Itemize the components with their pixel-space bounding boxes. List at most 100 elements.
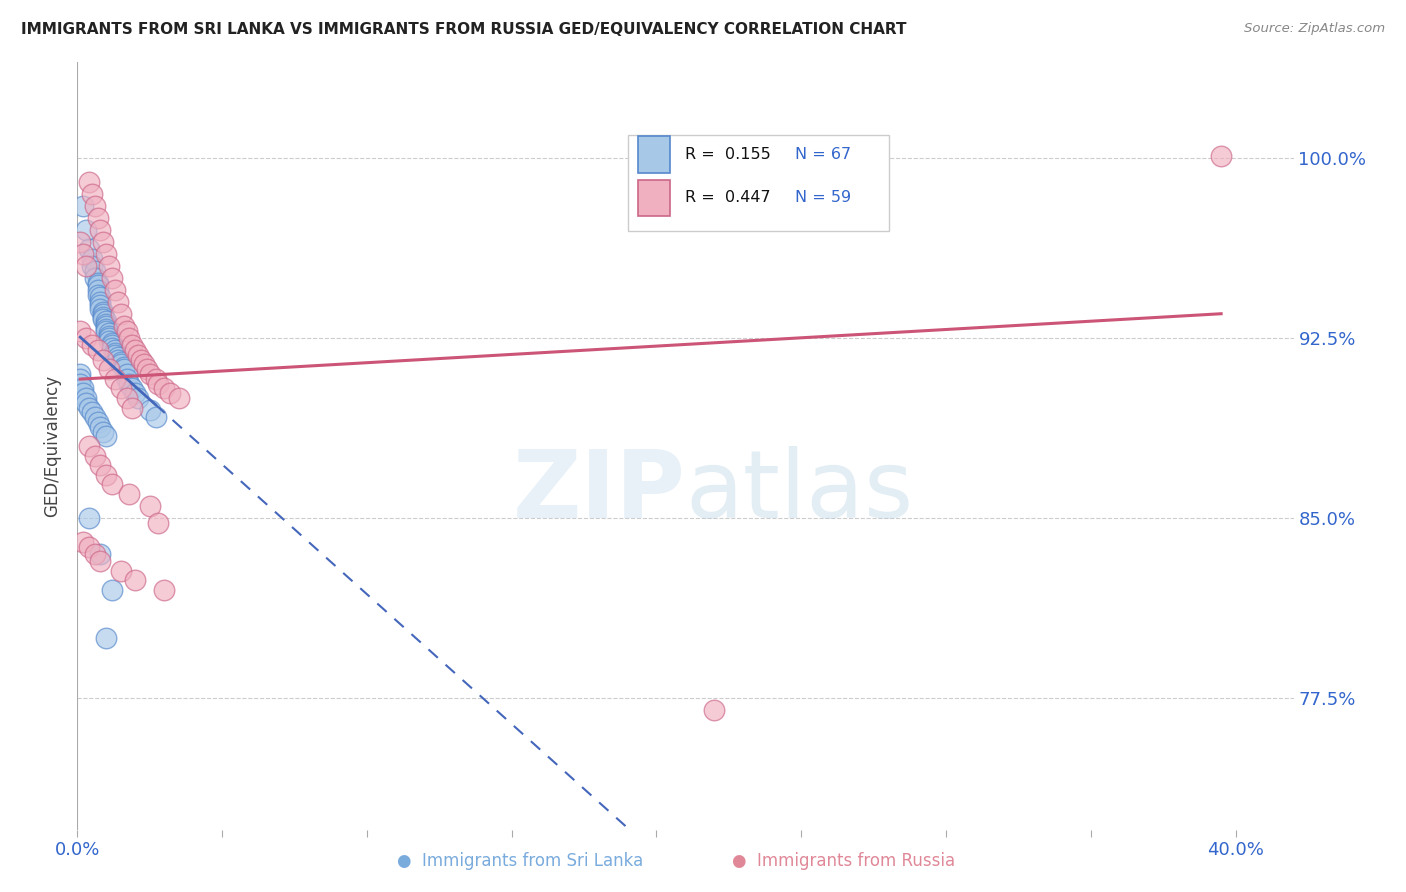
Point (115, 372, 138, 386)
Point (69, 324, 91, 338)
Text: ●  Immigrants from Sri Lanka: ● Immigrants from Sri Lanka (396, 852, 644, 870)
Point (96, 319, 118, 334)
Point (118, 376, 141, 391)
Text: N = 59: N = 59 (796, 191, 852, 205)
Point (98, 259, 121, 273)
Point (80, 187, 103, 202)
Point (115, 324, 138, 338)
Point (83, 449, 105, 463)
Text: IMMIGRANTS FROM SRI LANKA VS IMMIGRANTS FROM RUSSIA GED/EQUIVALENCY CORRELATION : IMMIGRANTS FROM SRI LANKA VS IMMIGRANTS … (21, 22, 907, 37)
Point (93, 304, 115, 318)
Point (98, 334, 121, 348)
Point (132, 358, 155, 372)
Point (124, 386, 146, 401)
Point (96, 631, 118, 645)
Text: ●  Immigrants from Russia: ● Immigrants from Russia (733, 852, 955, 870)
Point (89, 420, 111, 434)
Point (104, 283, 127, 297)
Point (83, 264, 105, 278)
Point (101, 477, 124, 491)
Point (77, 243, 100, 257)
Point (96, 314, 118, 328)
Point (69, 235, 91, 250)
Point (107, 351, 129, 365)
Point (112, 319, 135, 334)
Point (124, 343, 146, 357)
Text: atlas: atlas (686, 446, 914, 538)
Point (93, 310, 115, 324)
Point (96, 247, 118, 261)
Point (101, 341, 124, 355)
Point (93, 307, 115, 321)
Point (135, 362, 157, 376)
Point (75, 259, 97, 273)
Point (107, 352, 129, 367)
Point (89, 554, 111, 568)
Y-axis label: GED/Equivalency: GED/Equivalency (44, 375, 62, 517)
Point (121, 338, 143, 352)
Point (72, 247, 94, 261)
Point (153, 381, 176, 395)
Point (77, 511, 100, 525)
Point (80, 259, 103, 273)
Point (129, 352, 152, 367)
Point (148, 376, 170, 391)
Point (153, 582, 176, 597)
Point (118, 331, 141, 345)
Point (86, 211, 108, 226)
Point (96, 321, 118, 335)
Point (138, 367, 160, 381)
Text: N = 67: N = 67 (796, 147, 852, 162)
Point (101, 338, 124, 352)
Point (77, 439, 100, 453)
Point (167, 391, 190, 405)
Point (75, 391, 97, 405)
Point (86, 288, 108, 302)
Point (89, 223, 111, 237)
Point (138, 403, 160, 417)
Point (118, 487, 141, 501)
Point (89, 302, 111, 317)
Point (110, 358, 132, 372)
Point (83, 271, 105, 285)
Point (75, 223, 97, 237)
Point (89, 290, 111, 304)
Point (75, 396, 97, 410)
Point (69, 367, 91, 381)
Point (104, 372, 127, 386)
Text: Source: ZipAtlas.com: Source: ZipAtlas.com (1244, 22, 1385, 36)
Point (96, 324, 118, 338)
Text: ZIP: ZIP (513, 446, 686, 538)
Point (107, 295, 129, 310)
Point (145, 372, 167, 386)
Point (703, 703, 725, 717)
Point (89, 297, 111, 311)
Point (72, 386, 94, 401)
Point (115, 367, 138, 381)
Point (104, 343, 127, 357)
Point (93, 425, 115, 439)
Point (80, 405, 103, 419)
Point (148, 516, 170, 530)
Point (104, 345, 127, 359)
Point (98, 362, 121, 376)
Point (112, 362, 135, 376)
Point (69, 376, 91, 391)
Point (96, 317, 118, 331)
Point (93, 312, 115, 326)
Point (145, 410, 167, 425)
Point (96, 467, 118, 482)
Point (83, 410, 105, 425)
Point (101, 582, 124, 597)
Point (98, 326, 121, 341)
Point (790, 199, 813, 213)
Point (110, 307, 132, 321)
Point (72, 535, 94, 549)
Point (127, 391, 149, 405)
Point (89, 295, 111, 310)
Point (115, 391, 138, 405)
Point (110, 355, 132, 369)
Point (86, 415, 108, 429)
Point (89, 547, 111, 561)
Point (80, 338, 103, 352)
